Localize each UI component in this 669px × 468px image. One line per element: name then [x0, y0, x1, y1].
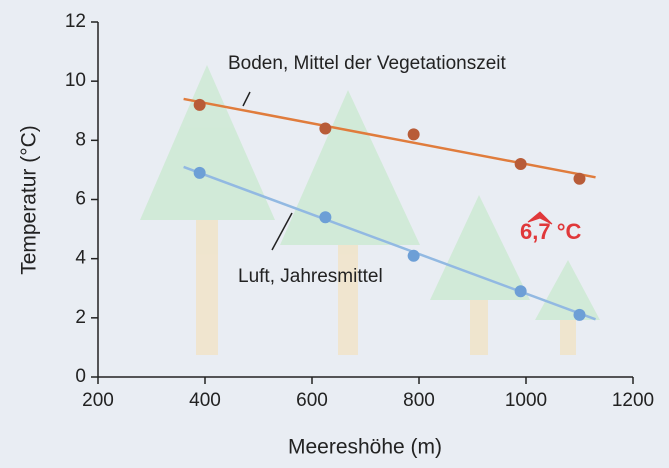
data-point — [319, 211, 331, 223]
series-label: Boden, Mittel der Vegetationszeit — [228, 53, 507, 74]
y-tick-label: 10 — [65, 70, 86, 91]
data-point — [194, 167, 206, 179]
data-point — [408, 250, 420, 262]
data-point — [574, 173, 586, 185]
y-tick-label: 12 — [65, 11, 86, 32]
data-point — [574, 309, 586, 321]
data-point — [515, 158, 527, 170]
x-tick-label: 600 — [296, 390, 328, 411]
y-tick-label: 2 — [75, 307, 86, 328]
y-tick-label: 4 — [75, 248, 86, 269]
y-tick-label: 8 — [75, 129, 86, 150]
x-tick-label: 1000 — [505, 390, 547, 411]
annotation: 6,7 °C — [520, 219, 581, 244]
data-point — [515, 285, 527, 297]
y-tick-label: 6 — [75, 189, 86, 210]
x-tick-label: 800 — [403, 390, 435, 411]
y-axis-label: Temperatur (°C) — [18, 125, 41, 275]
data-point — [319, 123, 331, 135]
data-point — [408, 128, 420, 140]
x-axis-label: Meereshöhe (m) — [288, 436, 442, 459]
y-tick-label: 0 — [75, 366, 86, 387]
x-tick-label: 1200 — [612, 390, 654, 411]
x-tick-label: 200 — [82, 390, 114, 411]
series-label: Luft, Jahresmittel — [238, 266, 383, 287]
chart: Meereshöhe (m) Temperatur (°C) 0 2 4 6 8 10 12… — [0, 0, 669, 468]
data-point — [194, 99, 206, 111]
x-tick-label: 400 — [189, 390, 221, 411]
